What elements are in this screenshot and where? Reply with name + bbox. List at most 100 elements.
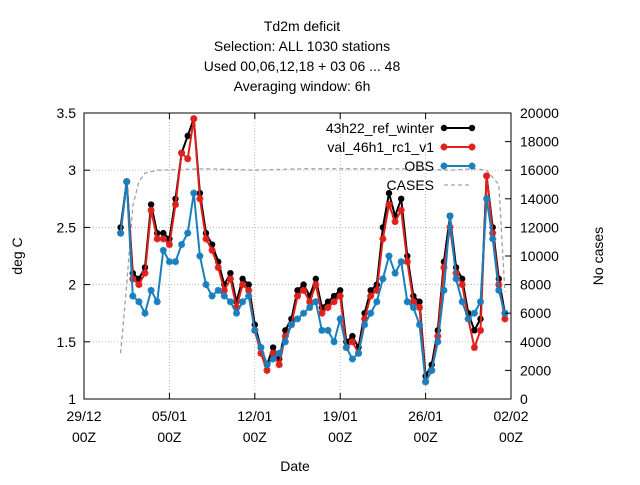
data-point — [147, 286, 155, 294]
y-tick-label-right: 20000 — [520, 105, 559, 121]
data-point — [312, 281, 320, 289]
legend-entry: val_46h1_rc1_v1 — [327, 139, 476, 155]
data-point — [379, 235, 387, 243]
data-point — [342, 344, 350, 352]
series-line — [119, 181, 506, 386]
data-point — [385, 201, 393, 209]
y-tick-label-right: 4000 — [520, 334, 551, 350]
x-tick-label-sub: 00Z — [72, 429, 97, 445]
legend-entry: OBS — [404, 158, 476, 174]
data-point — [391, 218, 399, 226]
data-point — [202, 281, 210, 289]
data-point — [330, 298, 338, 306]
data-point — [300, 286, 308, 294]
cases-layer — [119, 168, 506, 354]
data-point — [324, 298, 332, 305]
data-point — [336, 315, 344, 323]
data-point — [330, 338, 338, 346]
data-point — [422, 378, 430, 386]
data-point — [440, 286, 448, 294]
x-tick-label: 29/12 — [66, 408, 101, 424]
data-point — [123, 178, 131, 186]
data-point — [245, 281, 252, 288]
data-point — [184, 229, 192, 237]
y-tick-label-right: 8000 — [520, 277, 551, 293]
data-point — [367, 309, 375, 317]
y-tick-label-left: 3 — [68, 162, 76, 178]
data-point — [477, 326, 484, 334]
data-point — [178, 241, 186, 249]
data-point — [245, 292, 253, 300]
data-point — [275, 349, 283, 357]
data-point — [245, 286, 253, 294]
data-point — [263, 366, 271, 374]
x-tick-label-sub: 00Z — [157, 429, 182, 445]
data-point — [190, 189, 198, 197]
data-point — [300, 281, 307, 288]
data-point — [202, 235, 210, 243]
data-point — [281, 338, 289, 346]
data-point — [361, 321, 369, 329]
data-point — [220, 286, 228, 294]
data-point — [355, 349, 362, 357]
data-point — [294, 292, 301, 300]
legend-marker — [440, 143, 448, 151]
x-axis-label: Date — [280, 458, 310, 474]
data-point — [397, 206, 405, 214]
data-point — [165, 258, 173, 266]
data-point — [403, 258, 411, 266]
x-tick-label: 05/01 — [152, 408, 187, 424]
chart-title-line-3: Used 00,06,12,18 + 03 06 ... 48 — [204, 58, 401, 74]
data-point — [501, 315, 509, 323]
series-OBS — [117, 178, 509, 386]
x-tick-label: 26/01 — [408, 408, 443, 424]
legend-label: val_46h1_rc1_v1 — [327, 139, 434, 155]
x-tick-label: 02/02 — [493, 408, 528, 424]
y-tick-label-right: 6000 — [520, 305, 551, 321]
x-tick-label-sub: 00Z — [328, 429, 353, 445]
data-point — [464, 315, 472, 323]
legend-marker — [440, 124, 448, 132]
y-tick-label-right: 2000 — [520, 362, 551, 378]
y-tick-label-right: 12000 — [520, 219, 559, 235]
data-point — [196, 195, 204, 203]
data-point — [184, 155, 192, 163]
legend-marker — [468, 124, 476, 132]
data-point — [239, 281, 247, 289]
data-point — [397, 258, 405, 266]
data-point — [208, 292, 216, 300]
data-point — [165, 241, 173, 249]
data-point — [318, 309, 326, 317]
data-point — [141, 269, 149, 277]
data-point — [287, 321, 295, 329]
data-point — [263, 361, 271, 369]
data-point — [416, 321, 423, 329]
y-axis-label-right: No cases — [590, 227, 606, 285]
chart-title-line-4: Averaging window: 6h — [234, 78, 371, 94]
data-point — [373, 298, 381, 306]
data-point — [172, 258, 179, 266]
data-point — [227, 269, 234, 277]
data-point — [233, 309, 240, 317]
series-val_46h1_rc1_v1 — [117, 115, 509, 386]
data-point — [184, 132, 191, 140]
data-point — [458, 281, 466, 289]
y-tick-label-left: 2.5 — [57, 219, 77, 235]
data-point — [495, 286, 503, 294]
data-point — [141, 309, 149, 317]
data-point — [135, 281, 143, 289]
series-43h22_ref_winter — [117, 115, 509, 380]
data-point — [458, 298, 466, 306]
axis-ticks: 29/12 00Z 05/01 00Z 12/01 00Z 19/01 00Z 26/01 00Z… — [57, 105, 560, 445]
data-point — [470, 344, 478, 352]
data-point — [416, 298, 423, 305]
data-point — [409, 298, 417, 306]
y-tick-label-left: 2 — [68, 277, 76, 293]
chart-title-line-2: Selection: ALL 1030 stations — [214, 38, 390, 54]
data-point — [336, 292, 344, 300]
data-point — [257, 349, 265, 357]
data-point — [135, 298, 143, 306]
x-tick-label: 12/01 — [237, 408, 272, 424]
